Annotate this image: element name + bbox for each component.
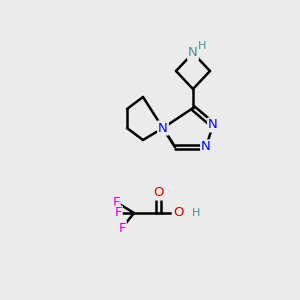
Text: O: O: [153, 187, 163, 200]
Text: F: F: [114, 206, 122, 220]
Text: H: H: [198, 41, 206, 51]
Text: H: H: [192, 208, 200, 218]
Text: N: N: [188, 46, 198, 59]
Text: F: F: [118, 221, 126, 235]
Text: N: N: [158, 122, 168, 134]
Text: O: O: [173, 206, 183, 220]
Text: N: N: [208, 118, 218, 131]
Text: F: F: [112, 196, 120, 208]
Text: N: N: [201, 140, 211, 154]
